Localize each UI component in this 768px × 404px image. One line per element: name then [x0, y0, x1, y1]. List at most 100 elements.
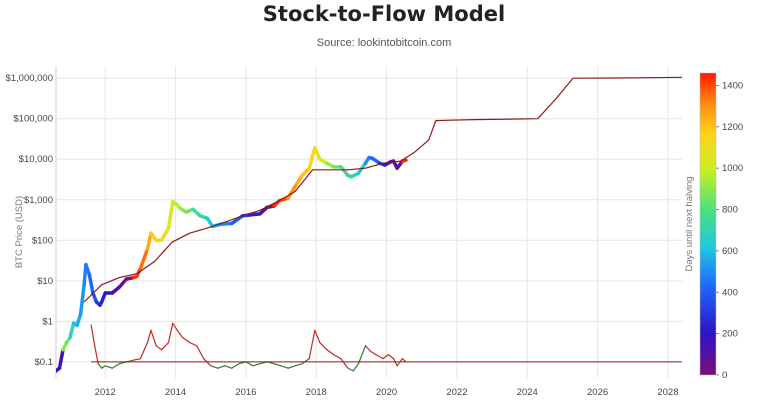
price-segment	[247, 212, 262, 217]
x-tick-label: 2020	[376, 387, 397, 398]
grid	[55, 66, 682, 378]
ratio-segment	[104, 365, 113, 369]
ratio-segment	[364, 345, 372, 353]
colorbar-tick-label: 800	[722, 205, 738, 216]
ratio-segment	[155, 345, 163, 351]
price-segment	[145, 231, 153, 252]
ratio-segment	[382, 354, 389, 360]
price-segment	[87, 273, 95, 295]
ratio-segment	[294, 363, 303, 367]
ratio-segment	[231, 363, 240, 369]
x-axis-ticks: 2012 2014 2016 2018 2020 2022 2024 2026 2028	[95, 387, 679, 398]
price-segment	[400, 158, 408, 163]
ratio-segment	[189, 341, 198, 347]
price-segment	[307, 146, 317, 170]
price-segment	[219, 221, 234, 226]
ratio-segment	[401, 358, 407, 363]
ratio-segment	[111, 363, 120, 369]
colorbar-tick-label: 1200	[722, 122, 743, 133]
ratio-segment	[245, 361, 254, 367]
colorbar-tick-label: 1000	[722, 163, 743, 174]
ratio-segment	[217, 365, 226, 369]
ratio-segment	[326, 349, 335, 356]
ratio-segment	[319, 341, 328, 351]
ratio-segment	[97, 363, 103, 369]
price-segment	[339, 165, 350, 178]
price-segment	[78, 283, 86, 316]
y-axis-label: BTC Price (USD)	[14, 196, 25, 268]
ratio-segment	[139, 341, 149, 360]
ratio-segment	[280, 365, 289, 369]
price-segment	[75, 312, 83, 328]
ratio-segment	[333, 354, 342, 360]
plot-area	[56, 76, 682, 373]
ratio-segment	[146, 329, 152, 344]
ratio-segment	[375, 354, 384, 360]
ratio-segment	[347, 367, 354, 372]
colorbar-tick-label: 0	[722, 370, 727, 381]
ratio-segment	[132, 358, 142, 361]
colorbar-tick-label: 200	[722, 329, 738, 340]
colorbar: Days until next halving 0 200 400 600 800 100…	[684, 72, 743, 381]
x-tick-label: 2016	[235, 387, 256, 398]
ratio-segment	[252, 363, 261, 367]
ratio-segment	[308, 329, 316, 360]
model-line	[83, 76, 682, 303]
ratio-segment	[176, 329, 184, 339]
price-segment	[313, 146, 322, 161]
ratio-segment	[314, 329, 321, 344]
colorbar-label: Days until next halving	[684, 176, 695, 271]
ratio-segment	[340, 358, 349, 369]
x-tick-label: 2028	[657, 387, 678, 398]
colorbar-gradient	[699, 72, 717, 376]
price-segment	[68, 321, 76, 340]
price-segment	[286, 181, 299, 200]
price-segment	[159, 226, 171, 243]
ratio-segment	[196, 345, 205, 360]
y-tick-label: $1,000,000	[5, 73, 53, 84]
x-tick-label: 2022	[446, 387, 467, 398]
y-tick-label: $100,000	[13, 114, 53, 125]
x-tick-label: 2018	[306, 387, 327, 398]
ratio-segment	[352, 363, 360, 372]
x-tick-label: 2014	[165, 387, 186, 398]
y-tick-label: $1	[42, 316, 53, 327]
ratio-segment	[357, 345, 367, 365]
ratio-segment	[287, 365, 296, 369]
y-tick-label: $10,000	[19, 154, 53, 165]
y-tick-label: $1,000	[24, 195, 53, 206]
y-tick-label: $0.1	[35, 357, 54, 368]
ratio-segment	[172, 322, 178, 331]
price-segment	[138, 247, 150, 271]
ratio-segment	[94, 345, 99, 365]
ratio-segment	[210, 365, 219, 369]
ratio-segment	[387, 354, 395, 360]
chart-title: Stock-to-Flow Model	[262, 2, 506, 26]
x-tick-label: 2026	[587, 387, 608, 398]
ratio-segment	[273, 363, 282, 367]
price-segment	[117, 277, 129, 289]
colorbar-tick-label: 400	[722, 287, 738, 298]
ratio-segment	[370, 350, 377, 356]
colorbar-tick-label: 1400	[722, 80, 743, 91]
ratio-segment	[101, 365, 106, 369]
x-tick-label: 2012	[95, 387, 116, 398]
chart-subtitle: Source: lookintobitcoin.com	[316, 37, 452, 49]
x-tick-label: 2024	[517, 387, 538, 398]
price-segment	[166, 199, 175, 230]
ratio-segment	[182, 336, 191, 344]
ratio-segment	[150, 329, 157, 347]
ratio-segment	[90, 324, 96, 347]
y-tick-label: $100	[32, 235, 53, 246]
ratio-segment	[301, 358, 310, 365]
ratio-segment	[160, 341, 170, 351]
price-segment	[84, 262, 92, 277]
y-tick-label: $10	[37, 276, 53, 287]
ratio-segment	[167, 322, 174, 344]
y-axis-ticks: $0.1 $1 $10 $100 $1,000 $10,000 $100,000 $1,000…	[5, 73, 53, 368]
colorbar-tick-label: 600	[722, 246, 738, 257]
price-segment	[57, 347, 65, 370]
ratio-segment	[224, 365, 233, 369]
